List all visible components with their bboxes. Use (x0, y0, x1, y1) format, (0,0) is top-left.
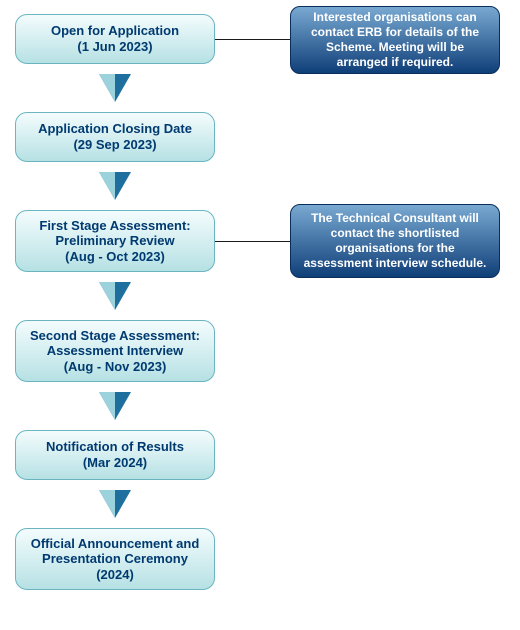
flow-arrow-icon (15, 168, 215, 204)
step-official: Official Announcement and Presentation C… (15, 528, 215, 590)
step-second: Second Stage Assessment: Assessment Inte… (15, 320, 215, 382)
step-notify: Notification of Results (Mar 2024) (15, 430, 215, 480)
note-box-0: Interested organisations can contact ERB… (290, 6, 500, 74)
connector-line (215, 39, 290, 40)
flowchart-canvas: Open for Application (1 Jun 2023) Applica… (0, 0, 520, 630)
step-open: Open for Application (1 Jun 2023) (15, 14, 215, 64)
step-closing: Application Closing Date (29 Sep 2023) (15, 112, 215, 162)
flow-arrow-icon (15, 388, 215, 424)
connector-line (215, 241, 290, 242)
note-box-1: The Technical Consultant will contact th… (290, 204, 500, 278)
flow-arrow-icon (15, 486, 215, 522)
flow-arrow-icon (15, 70, 215, 106)
flow-arrow-icon (15, 278, 215, 314)
step-first: First Stage Assessment: Preliminary Revi… (15, 210, 215, 272)
